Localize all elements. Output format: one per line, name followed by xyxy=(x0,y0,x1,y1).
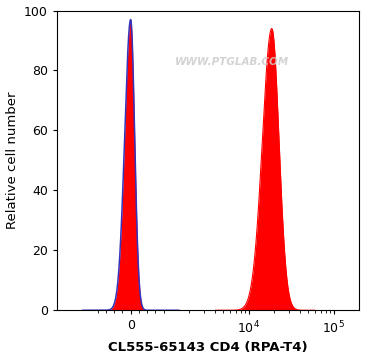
X-axis label: CL555-65143 CD4 (RPA-T4): CL555-65143 CD4 (RPA-T4) xyxy=(108,341,308,355)
Text: WWW.PTGLAB.COM: WWW.PTGLAB.COM xyxy=(175,57,289,67)
Y-axis label: Relative cell number: Relative cell number xyxy=(5,92,19,229)
